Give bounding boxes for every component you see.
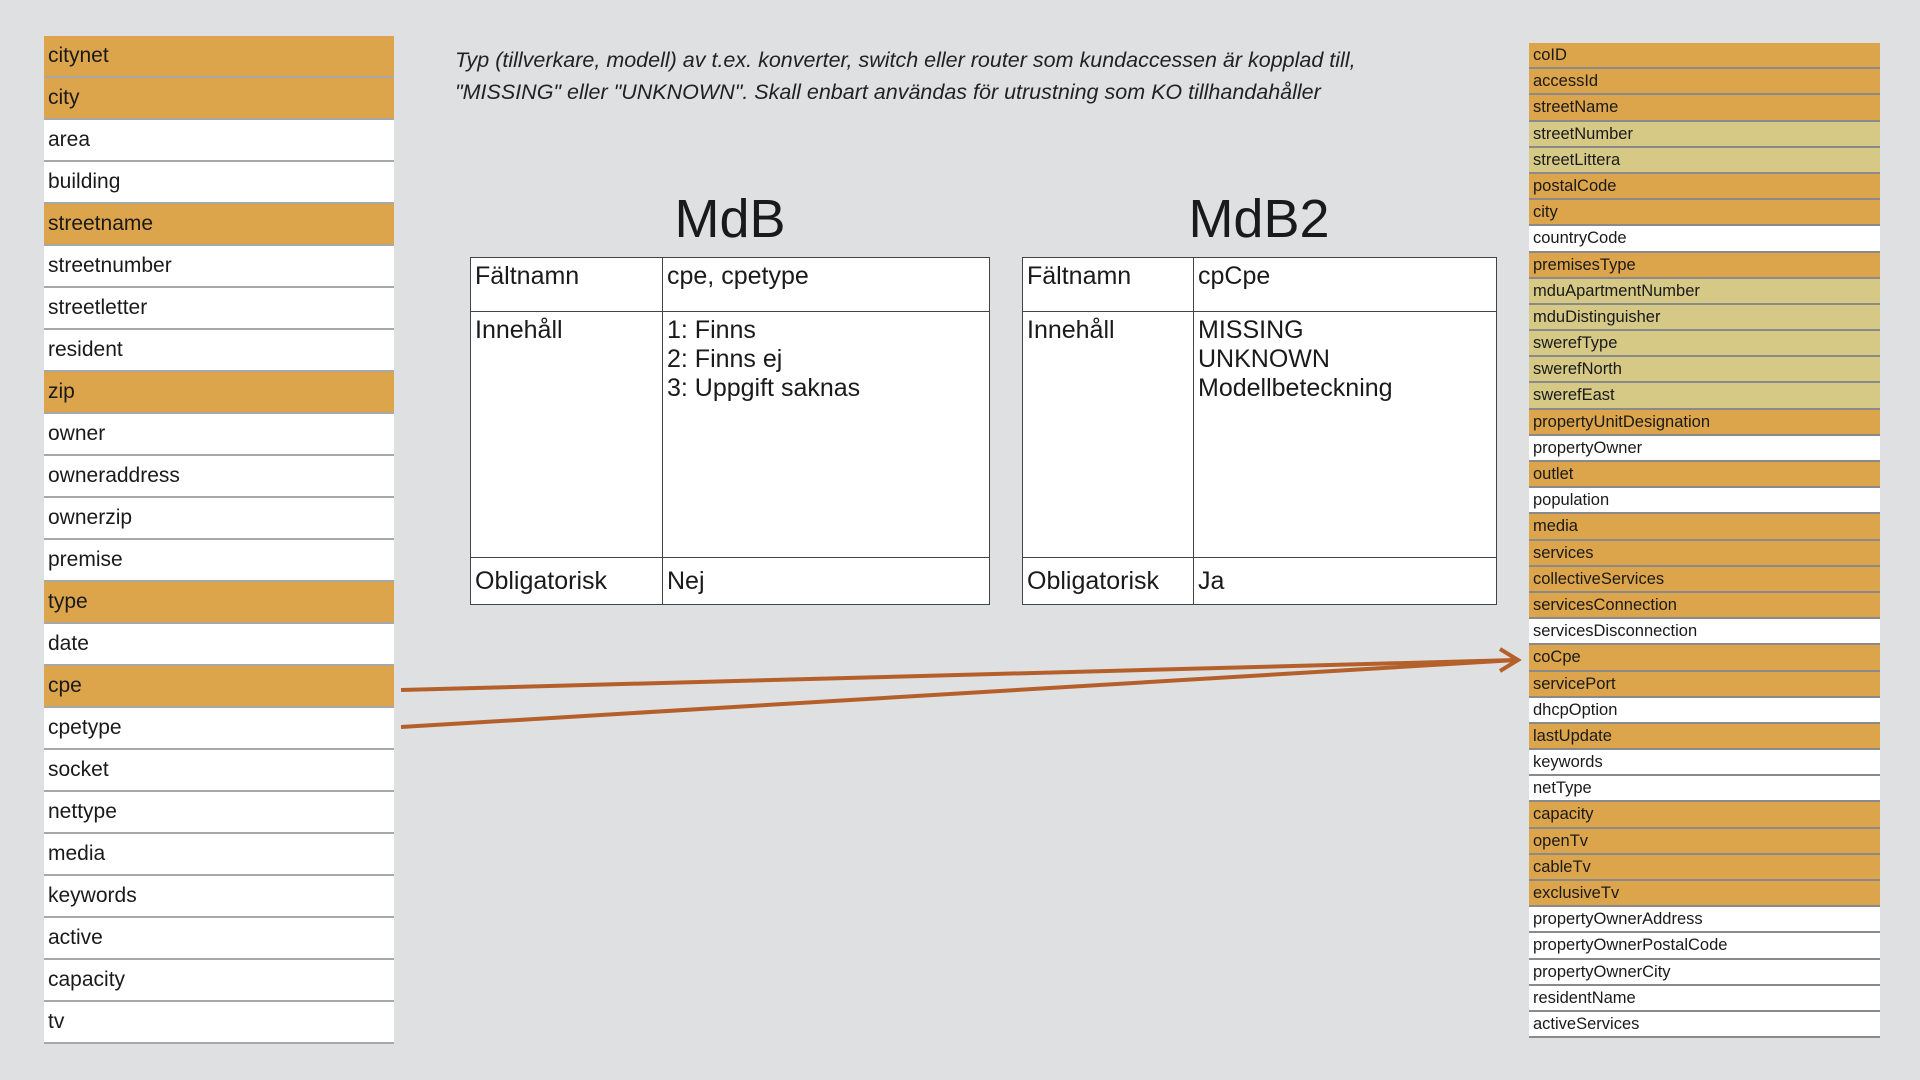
content-line: UNKNOWN — [1198, 345, 1330, 373]
mdb2-field-list: coID accessId streetName streetNumber street… — [1529, 43, 1880, 1039]
field-owneraddress: owneraddress — [44, 456, 394, 498]
description-line: "MISSING" eller "UNKNOWN". Skall enbart … — [455, 80, 1321, 104]
mdb-table: Fältnamn cpe, cpetype Innehåll 1: Finns 2: … — [470, 257, 990, 605]
field-cpetype: cpetype — [44, 708, 394, 750]
field-accessId: accessId — [1529, 69, 1880, 96]
field-owner: owner — [44, 414, 394, 456]
field-description: Typ (tillverkare, modell) av t.ex. konve… — [455, 44, 1356, 108]
field-building: building — [44, 162, 394, 204]
mdb-field-list: citynet city area building streetname streetn… — [44, 36, 394, 1044]
content-line: 2: Finns ej — [667, 345, 783, 373]
field-streetname: streetname — [44, 204, 394, 246]
field-resident: resident — [44, 330, 394, 372]
field-name-value: cpCpe — [1193, 257, 1497, 312]
field-media: media — [44, 834, 394, 876]
field-activeServices: activeServices — [1529, 1011, 1880, 1039]
field-postalCode: postalCode — [1529, 173, 1880, 201]
field-keywords: keywords — [1529, 750, 1880, 777]
field-type: type — [44, 582, 394, 624]
field-name-label: Fältnamn — [1022, 257, 1194, 312]
arrowhead-icon — [1498, 647, 1522, 673]
field-area: area — [44, 120, 394, 162]
field-city: city — [44, 78, 394, 120]
field-lastUpdate: lastUpdate — [1529, 723, 1880, 751]
field-premisesType: premisesType — [1529, 252, 1880, 279]
description-line: Typ (tillverkare, modell) av t.ex. konve… — [455, 48, 1356, 72]
arrow-cpetype-to-cocpe — [400, 658, 1517, 729]
field-dhcpOption: dhcpOption — [1529, 697, 1880, 724]
mandatory-label: Obligatorisk — [470, 557, 663, 605]
field-media: media — [1529, 514, 1880, 541]
field-openTv: openTv — [1529, 828, 1880, 855]
field-swerefNorth: swerefNorth — [1529, 357, 1880, 384]
field-ownerzip: ownerzip — [44, 498, 394, 540]
field-residentName: residentName — [1529, 985, 1880, 1012]
field-servicePort: servicePort — [1529, 671, 1880, 698]
field-premise: premise — [44, 540, 394, 582]
field-propertyUnitDesignation: propertyUnitDesignation — [1529, 409, 1880, 436]
field-propertyOwnerPostalCode: propertyOwnerPostalCode — [1529, 933, 1880, 960]
field-streetletter: streetletter — [44, 288, 394, 330]
field-swerefType: swerefType — [1529, 331, 1880, 358]
field-population: population — [1529, 488, 1880, 515]
mdb2-table: Fältnamn cpCpe Innehåll MISSING UNKNOWN Mode… — [1022, 257, 1497, 605]
field-nettype: nettype — [44, 792, 394, 834]
field-coID: coID — [1529, 43, 1880, 70]
field-citynet: citynet — [44, 36, 394, 78]
field-propertyOwner: propertyOwner — [1529, 435, 1880, 462]
field-mduDistinguisher: mduDistinguisher — [1529, 304, 1880, 332]
field-netType: netType — [1529, 776, 1880, 803]
field-propertyOwnerCity: propertyOwnerCity — [1529, 959, 1880, 986]
mandatory-value: Ja — [1193, 557, 1497, 605]
field-collectiveServices: collectiveServices — [1529, 566, 1880, 593]
content-line: 3: Uppgift saknas — [667, 374, 861, 402]
field-tv: tv — [44, 1002, 394, 1044]
content-line: 1: Finns — [667, 316, 756, 344]
content-label: Innehåll — [1022, 311, 1194, 558]
field-streetName: streetName — [1529, 95, 1880, 122]
content-value: MISSING UNKNOWN Modellbeteckning — [1193, 311, 1497, 558]
field-coCpe: coCpe — [1529, 645, 1880, 672]
field-name-value: cpe, cpetype — [662, 257, 990, 312]
field-cpe: cpe — [44, 666, 394, 708]
field-active: active — [44, 918, 394, 960]
mdb2-title: MdB2 — [1188, 189, 1330, 249]
field-cableTv: cableTv — [1529, 854, 1880, 881]
field-outlet: outlet — [1529, 462, 1880, 489]
field-socket: socket — [44, 750, 394, 792]
arrow-cpe-to-cocpe — [400, 658, 1517, 692]
mdb-title: MdB — [674, 189, 786, 249]
field-swerefEast: swerefEast — [1529, 383, 1880, 410]
field-streetNumber: streetNumber — [1529, 121, 1880, 148]
field-city: city — [1529, 200, 1880, 227]
field-date: date — [44, 624, 394, 666]
field-zip: zip — [44, 372, 394, 414]
content-line: Modellbeteckning — [1198, 374, 1393, 402]
field-keywords: keywords — [44, 876, 394, 918]
mandatory-value: Nej — [662, 557, 990, 605]
field-servicesDisconnection: servicesDisconnection — [1529, 619, 1880, 646]
content-value: 1: Finns 2: Finns ej 3: Uppgift saknas — [662, 311, 990, 558]
field-streetnumber: streetnumber — [44, 246, 394, 288]
field-capacity: capacity — [1529, 802, 1880, 829]
field-servicesConnection: servicesConnection — [1529, 592, 1880, 620]
field-mduApartmentNumber: mduApartmentNumber — [1529, 278, 1880, 305]
field-streetLittera: streetLittera — [1529, 147, 1880, 174]
field-capacity: capacity — [44, 960, 394, 1002]
content-line: MISSING — [1198, 316, 1304, 344]
field-exclusiveTv: exclusiveTv — [1529, 881, 1880, 908]
field-countryCode: countryCode — [1529, 226, 1880, 253]
field-services: services — [1529, 540, 1880, 567]
field-propertyOwnerAddress: propertyOwnerAddress — [1529, 907, 1880, 934]
